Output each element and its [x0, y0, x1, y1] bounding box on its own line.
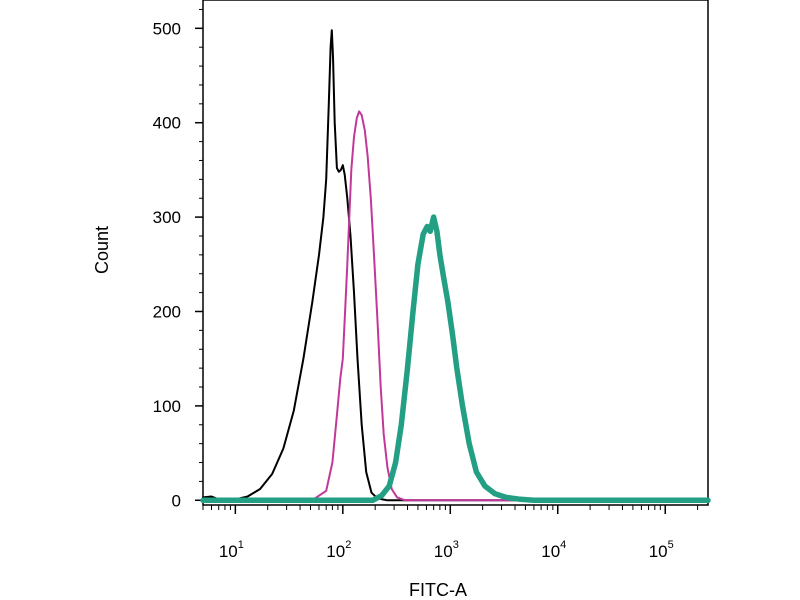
- y-tick-label: 100: [153, 397, 181, 416]
- x-tick-label-base: 10: [326, 542, 345, 561]
- y-tick-label: 0: [172, 491, 181, 510]
- x-tick-label-exponent: 4: [560, 539, 566, 551]
- x-tick-label-base: 10: [541, 542, 560, 561]
- x-tick-label-exponent: 3: [453, 539, 459, 551]
- x-tick-labels: 101 102 103 104 105: [219, 539, 674, 561]
- x-tick-label: 105: [649, 539, 674, 561]
- x-tick-label-base: 10: [649, 542, 668, 561]
- x-tick-label-exponent: 5: [668, 539, 674, 551]
- y-axis-title: Count: [92, 226, 112, 274]
- plot-frame: [202, 0, 709, 506]
- x-tick-label-base: 10: [219, 542, 238, 561]
- x-ticks: [202, 505, 699, 514]
- y-tick-label: 400: [153, 114, 181, 133]
- x-axis-title: FITC-A: [409, 580, 467, 600]
- x-tick-label-exponent: 1: [238, 539, 244, 551]
- x-tick-label: 102: [326, 539, 351, 561]
- y-tick-label: 500: [153, 19, 181, 38]
- y-major-ticks: [195, 27, 203, 502]
- y-minor-ticks: [199, 8, 203, 482]
- y-tick-label: 300: [153, 208, 181, 227]
- x-tick-label-base: 10: [434, 542, 453, 561]
- histogram-series-2: [202, 110, 709, 502]
- series-group: [200, 29, 711, 504]
- x-tick-label-exponent: 2: [345, 539, 351, 551]
- x-tick-label: 101: [219, 539, 244, 561]
- x-tick-label: 103: [434, 539, 459, 561]
- y-tick-labels: 0 100 200 300 400 500: [153, 19, 181, 510]
- histogram-series-3: [200, 214, 711, 504]
- x-tick-label: 104: [541, 539, 566, 561]
- histogram-series-1: [202, 29, 709, 502]
- y-tick-label: 200: [153, 302, 181, 321]
